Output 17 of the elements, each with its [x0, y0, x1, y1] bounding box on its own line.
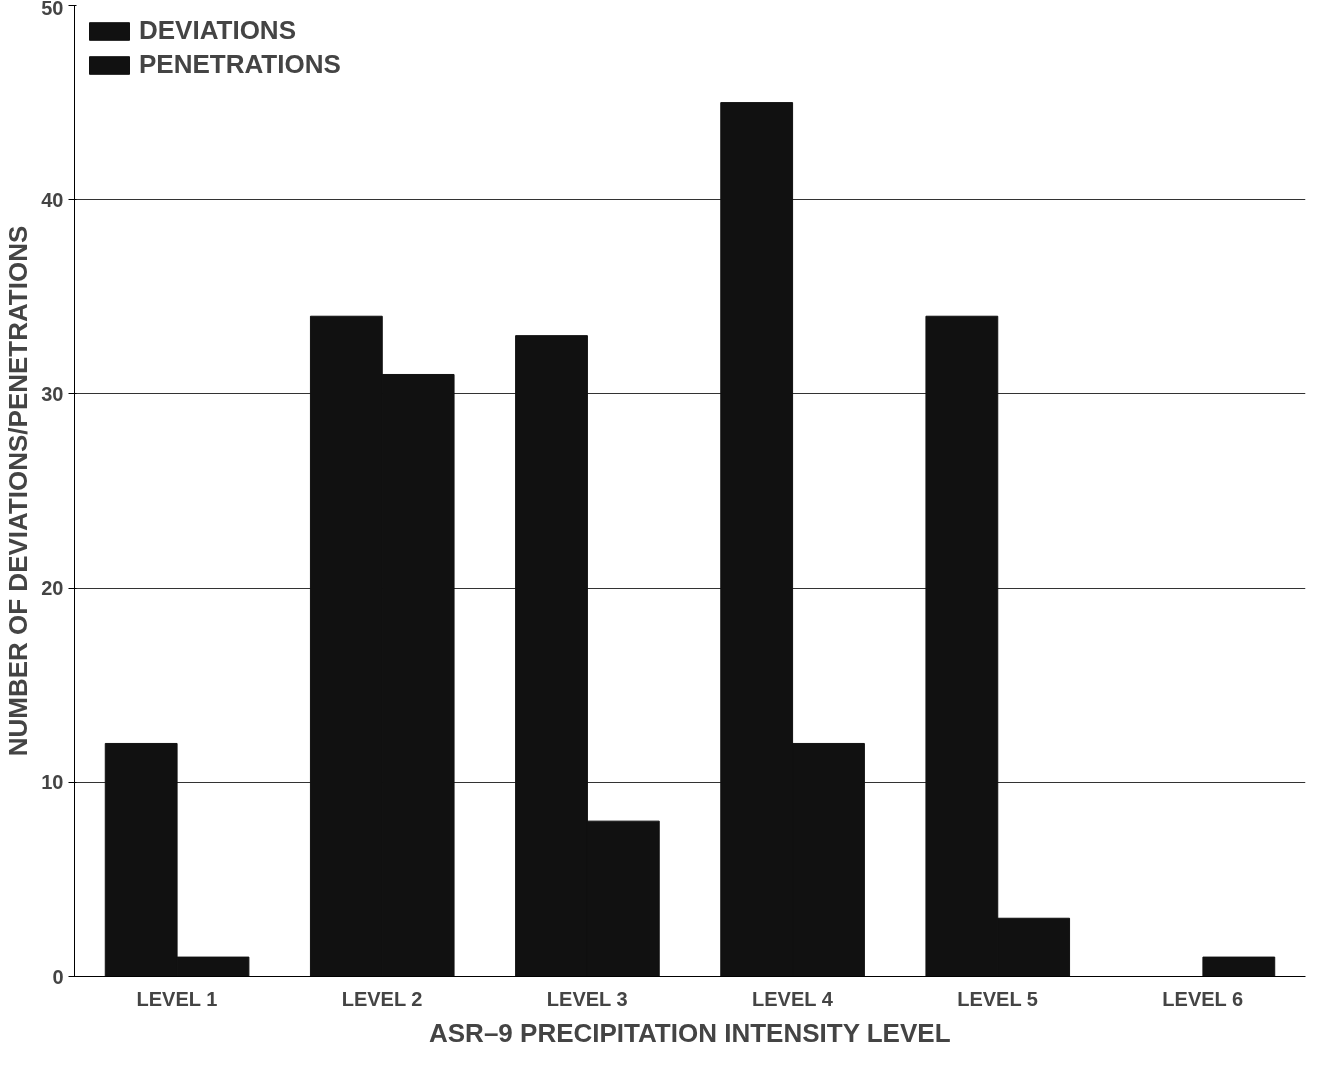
x-tick-label: LEVEL 2 — [341, 987, 423, 1010]
y-tick-label: 30 — [41, 382, 64, 405]
x-axis-title: ASR–9 PRECIPITATION INTENSITY LEVEL — [429, 1017, 951, 1048]
y-axis-title: NUMBER OF DEVIATIONS/PENETRATIONS — [3, 225, 34, 757]
y-tick-label: 10 — [41, 771, 64, 794]
x-tick-label: LEVEL 6 — [1162, 987, 1244, 1010]
y-tick-label: 20 — [41, 577, 64, 600]
x-tick-label: LEVEL 4 — [752, 987, 834, 1010]
legend-label: PENETRATIONS — [139, 49, 341, 80]
x-tick-label: LEVEL 5 — [957, 987, 1038, 1010]
x-tick-label: LEVEL 1 — [136, 987, 218, 1010]
y-tick-label: 0 — [52, 965, 64, 988]
y-tick-label: 40 — [41, 188, 64, 211]
bar — [1202, 956, 1276, 977]
x-tick-label: LEVEL 3 — [546, 987, 628, 1010]
y-tick-label: 50 — [41, 0, 64, 19]
legend-label: DEVIATIONS — [139, 15, 296, 46]
